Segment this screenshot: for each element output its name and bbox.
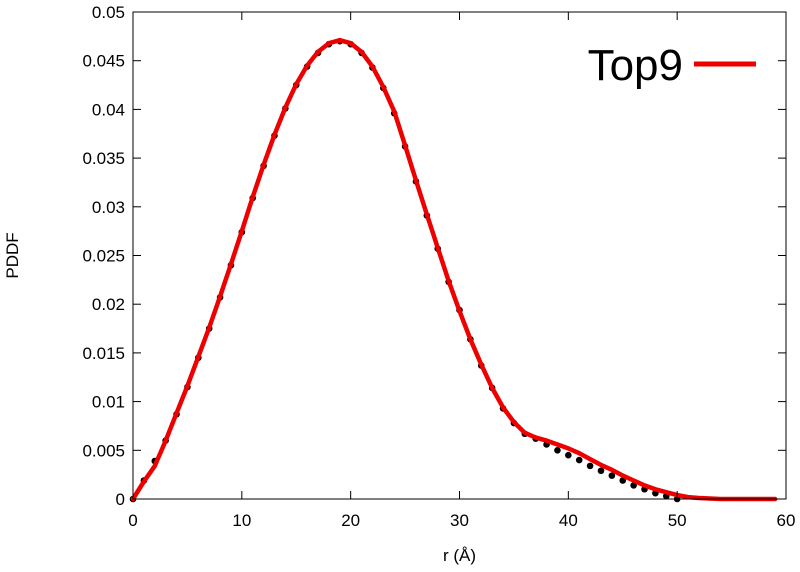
y-tick-label: 0.04 (92, 100, 125, 119)
x-tick-label: 40 (559, 511, 578, 530)
x-axis-label: r (Å) (443, 546, 476, 565)
y-tick-label: 0 (116, 490, 125, 509)
y-tick-label: 0.015 (82, 344, 125, 363)
x-axis: 0 10 20 30 40 50 60 (128, 12, 795, 530)
data-point (575, 456, 583, 464)
legend: Top9 (588, 41, 756, 90)
fit-line-series (130, 37, 778, 502)
legend-label-top9: Top9 (588, 41, 683, 90)
y-tick-label: 0.035 (82, 149, 125, 168)
data-point (619, 477, 627, 484)
x-tick-label: 10 (232, 511, 251, 530)
data-point (597, 467, 605, 475)
y-axis-label: PDDF (3, 232, 22, 278)
y-tick-label: 0.03 (92, 198, 125, 217)
x-tick-label: 0 (128, 511, 137, 530)
x-tick-label: 50 (668, 511, 687, 530)
y-tick-label: 0.045 (82, 52, 125, 71)
series-line-top9 (130, 37, 778, 502)
x-tick-label: 60 (777, 511, 796, 530)
data-point (565, 451, 572, 459)
y-tick-label: 0.01 (92, 393, 125, 412)
data-points-series (129, 37, 681, 503)
data-point (554, 447, 561, 454)
y-tick-label: 0.02 (92, 295, 125, 314)
plot-frame (132, 11, 787, 500)
data-point (586, 462, 594, 470)
y-tick-label: 0.005 (82, 441, 125, 460)
x-tick-label: 20 (341, 511, 360, 530)
y-axis: 0 0.005 0.01 0.015 0.02 0.025 0.03 0.035 0.04 0.0… (82, 3, 786, 509)
y-tick-label: 0.025 (82, 247, 125, 266)
y-tick-label: 0.05 (92, 3, 125, 22)
data-point (608, 472, 616, 479)
x-tick-label: 30 (450, 511, 469, 530)
